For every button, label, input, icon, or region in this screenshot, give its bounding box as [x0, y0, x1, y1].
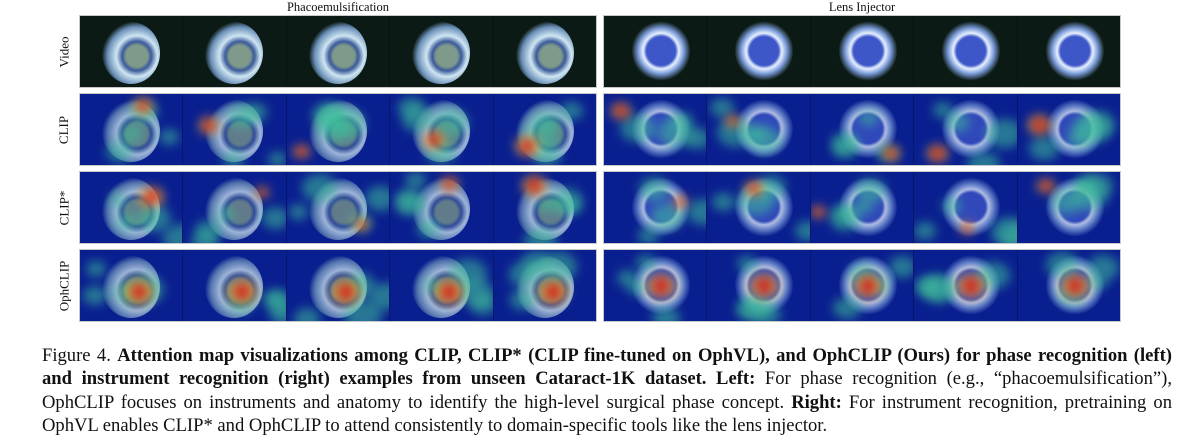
row-label-clip-star: CLIP* — [56, 190, 72, 225]
frame-image — [287, 250, 391, 321]
image-strip-left-video — [79, 15, 597, 88]
row-label-video: Video — [56, 36, 71, 67]
figure-caption: Figure 4. Attention map visualizations a… — [42, 344, 1172, 437]
frame-image — [811, 16, 915, 87]
frame-image — [390, 94, 494, 165]
frame-image — [914, 172, 1018, 243]
row-label-clip: CLIP — [56, 115, 72, 144]
caption-right-text: For instrument recognition, pretraining … — [42, 391, 1173, 436]
frame-image — [287, 16, 391, 87]
frame-image — [604, 250, 708, 321]
frame-image — [494, 250, 596, 321]
frame-image — [183, 94, 287, 165]
image-strip-right-video — [603, 15, 1121, 88]
frame-image — [707, 172, 811, 243]
frame-image — [80, 16, 184, 87]
frame-image — [1018, 250, 1120, 321]
frame-image — [183, 172, 287, 243]
frame-image — [1018, 172, 1120, 243]
frame-image — [811, 94, 915, 165]
frame-image — [183, 16, 287, 87]
frame-image — [1018, 16, 1120, 87]
frame-image — [604, 94, 708, 165]
image-strip-left-clip-star — [79, 171, 597, 244]
frame-image — [914, 94, 1018, 165]
image-strip-right-ophclip — [603, 249, 1121, 322]
frame-image — [287, 172, 391, 243]
frame-image — [390, 250, 494, 321]
frame-image — [914, 250, 1018, 321]
frame-image — [604, 16, 708, 87]
frame-image — [707, 16, 811, 87]
frame-image — [604, 172, 708, 243]
frame-image — [390, 16, 494, 87]
frame-image — [707, 94, 811, 165]
frame-image — [183, 250, 287, 321]
frame-image — [811, 172, 915, 243]
image-strip-right-clip — [603, 93, 1121, 166]
frame-image — [914, 16, 1018, 87]
frame-image — [811, 250, 915, 321]
image-strip-left-clip — [79, 93, 597, 166]
frame-image — [707, 250, 811, 321]
column-title-lens-injector: Lens Injector — [828, 0, 896, 14]
frame-image — [80, 250, 184, 321]
frame-image — [494, 172, 596, 243]
frame-image — [80, 94, 184, 165]
image-strip-right-clip-star — [603, 171, 1121, 244]
column-title-phacoemulsification: Phacoemulsification — [286, 0, 390, 14]
caption-left-text: For phase recognition (e.g., “phacoemuls… — [42, 368, 1172, 413]
frame-image — [287, 94, 391, 165]
caption-left-label: Left: — [716, 368, 756, 390]
frame-image — [494, 16, 596, 87]
caption-bold-summary: Attention map visualizations among CLIP,… — [42, 345, 1172, 390]
frame-image — [80, 172, 184, 243]
caption-right-label: Right: — [791, 391, 842, 413]
frame-image — [1018, 94, 1120, 165]
frame-image — [494, 94, 596, 165]
row-label-ophclip: OphCLIP — [56, 260, 71, 311]
frame-image — [390, 172, 494, 243]
caption-label: Figure 4. — [42, 345, 111, 366]
image-strip-left-ophclip — [79, 249, 597, 322]
